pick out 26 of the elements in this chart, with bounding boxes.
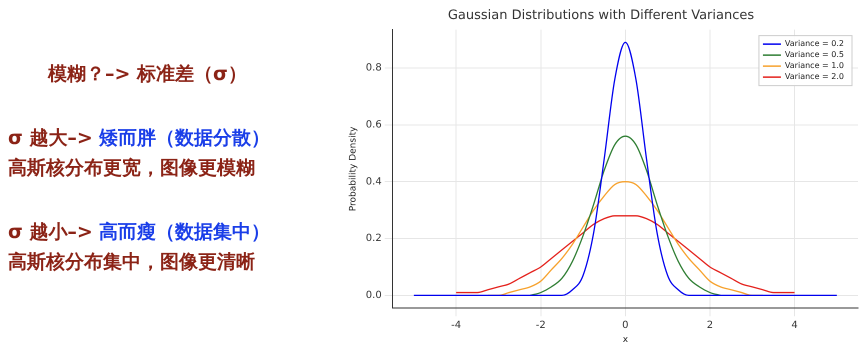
text: 高而瘦（数据集中）: [98, 221, 270, 243]
x-tick-label: 0: [622, 320, 629, 331]
line-series: [530, 136, 722, 296]
text: σ 越大–>: [8, 127, 93, 149]
legend-label: Variance = 1.0: [784, 61, 844, 70]
text: 高斯核分布集中，图像更清晰: [8, 251, 255, 273]
legend-label: Variance = 0.2: [784, 39, 844, 48]
x-axis-title: x: [622, 334, 629, 345]
text: 矮而胖（数据分散）: [98, 127, 270, 149]
legend-label: Variance = 2.0: [784, 72, 844, 82]
line-series: [456, 215, 796, 294]
y-tick-label: 0.2: [366, 233, 382, 244]
legend-label: Variance = 0.5: [784, 50, 844, 60]
text: σ 越小–>: [8, 221, 93, 243]
y-tick-label: 0.6: [366, 119, 382, 130]
y-tick-label: 0.8: [366, 62, 382, 74]
text: 模糊？–> 标准差（σ）: [48, 63, 247, 85]
x-tick-label: -4: [451, 320, 462, 331]
chart-title: Gaussian Distributions with Different Variances: [448, 8, 754, 24]
y-tick-label: 0.4: [366, 176, 382, 188]
x-tick-label: 4: [791, 320, 798, 331]
text: 高斯核分布更宽，图像更模糊: [8, 157, 255, 179]
y-axis-title: Probability Density: [348, 126, 359, 212]
x-tick-label: 2: [706, 320, 714, 331]
y-tick-label: 0.0: [366, 290, 382, 301]
x-tick-label: -2: [536, 320, 546, 331]
